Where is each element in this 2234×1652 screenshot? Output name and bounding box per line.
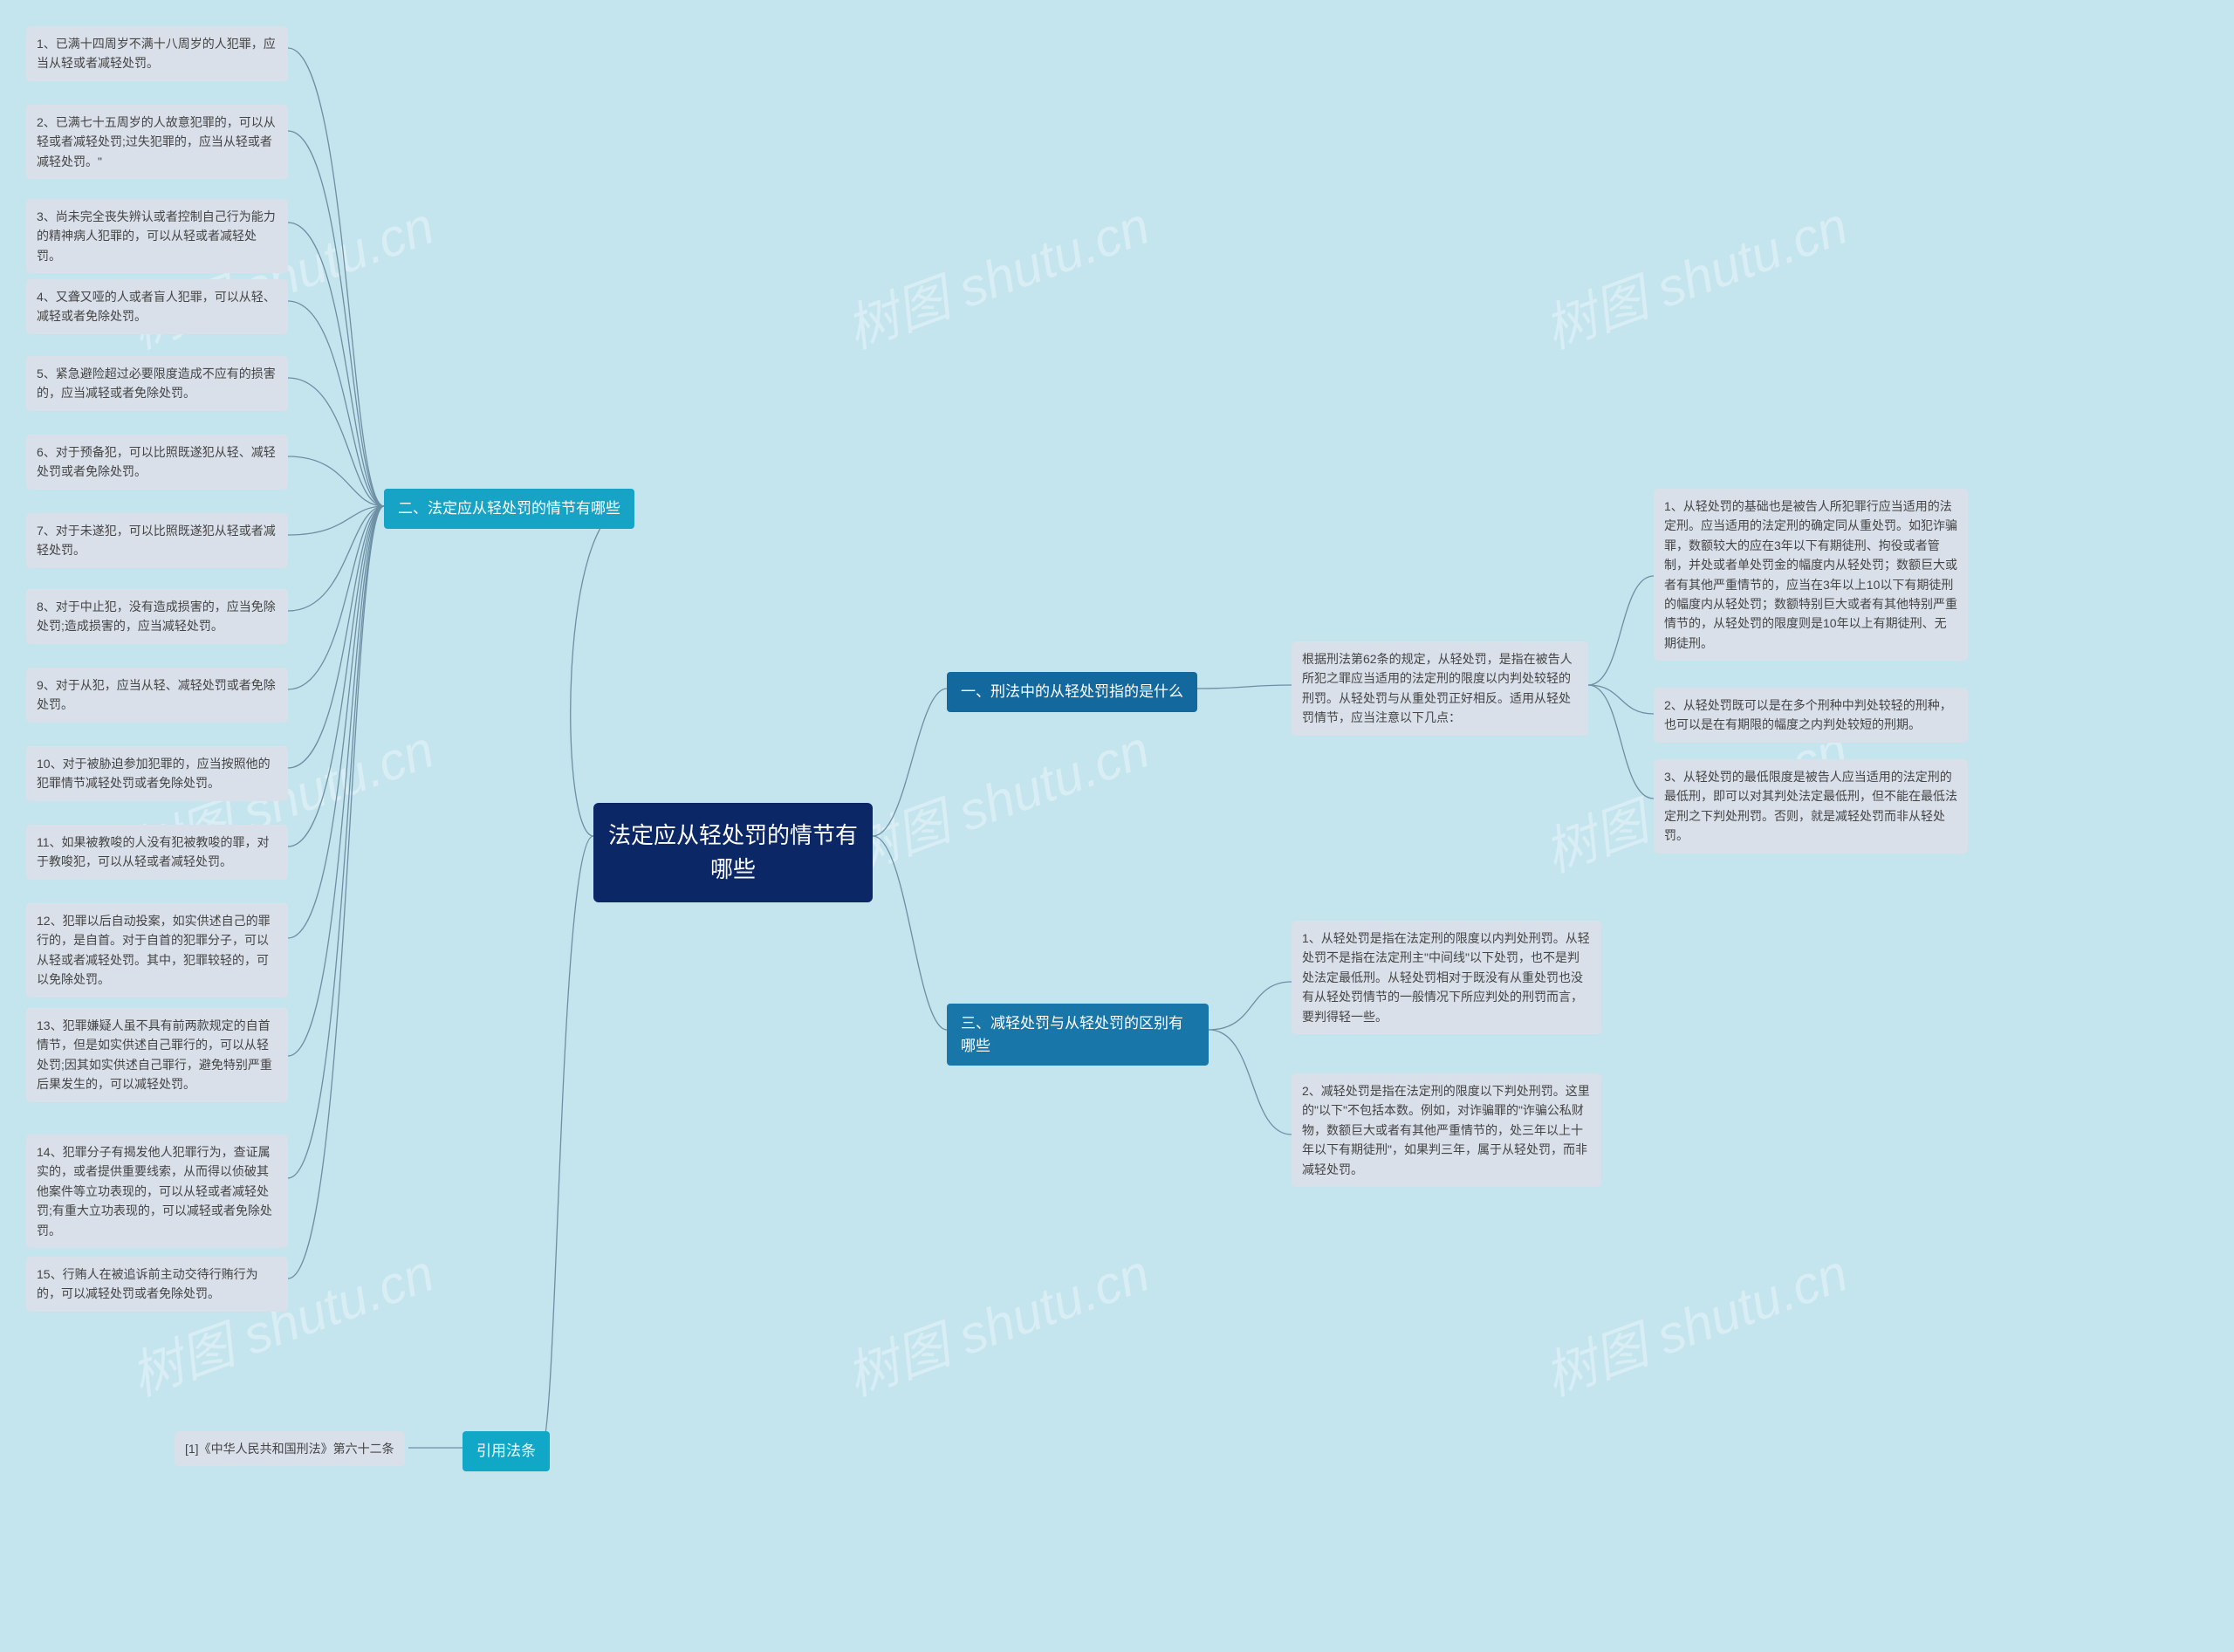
branch-3-leaf[interactable]: 1、从轻处罚是指在法定刑的限度以内判处刑罚。从轻处罚不是指在法定刑主"中间线"以… [1292, 921, 1601, 1034]
branch-2-leaf[interactable]: 10、对于被胁迫参加犯罪的，应当按照他的犯罪情节减轻处罚或者免除处罚。 [26, 746, 288, 801]
branch-4[interactable]: 引用法条 [463, 1431, 550, 1471]
branch-2-leaf[interactable]: 2、已满七十五周岁的人故意犯罪的，可以从轻或者减轻处罚;过失犯罪的，应当从轻或者… [26, 105, 288, 179]
branch-4-leaf[interactable]: [1]《中华人民共和国刑法》第六十二条 [175, 1431, 405, 1466]
branch-2-leaf[interactable]: 15、行贿人在被追诉前主动交待行贿行为的，可以减轻处罚或者免除处罚。 [26, 1257, 288, 1312]
branch-3-leaf[interactable]: 2、减轻处罚是指在法定刑的限度以下判处刑罚。这里的"以下"不包括本数。例如，对诈… [1292, 1073, 1601, 1187]
branch-2-leaf[interactable]: 4、又聋又哑的人或者盲人犯罪，可以从轻、减轻或者免除处罚。 [26, 279, 288, 334]
branch-3[interactable]: 三、减轻处罚与从轻处罚的区别有哪些 [947, 1004, 1209, 1066]
watermark: 树图 shutu.cn [834, 1230, 1158, 1410]
branch-2-leaf[interactable]: 13、犯罪嫌疑人虽不具有前两款规定的自首情节，但是如实供述自己罪行的，可以从轻处… [26, 1008, 288, 1102]
branch-2-leaf[interactable]: 11、如果被教唆的人没有犯被教唆的罪，对于教唆犯，可以从轻或者减轻处罚。 [26, 825, 288, 880]
watermark: 树图 shutu.cn [1532, 183, 1856, 363]
branch-2-leaf[interactable]: 14、犯罪分子有揭发他人犯罪行为，查证属实的，或者提供重要线索，从而得以侦破其他… [26, 1134, 288, 1248]
branch-2-leaf[interactable]: 8、对于中止犯，没有造成损害的，应当免除处罚;造成损害的，应当减轻处罚。 [26, 589, 288, 644]
branch-2-leaf[interactable]: 1、已满十四周岁不满十八周岁的人犯罪，应当从轻或者减轻处罚。 [26, 26, 288, 81]
branch-1-sub[interactable]: 根据刑法第62条的规定，从轻处罚，是指在被告人所犯之罪应当适用的法定刑的限度以内… [1292, 641, 1588, 736]
branch-1-leaf[interactable]: 3、从轻处罚的最低限度是被告人应当适用的法定刑的最低刑，即可以对其判处法定最低刑… [1654, 759, 1968, 853]
branch-2-leaf[interactable]: 9、对于从犯，应当从轻、减轻处罚或者免除处罚。 [26, 668, 288, 723]
branch-1[interactable]: 一、刑法中的从轻处罚指的是什么 [947, 672, 1197, 712]
branch-2-leaf[interactable]: 12、犯罪以后自动投案，如实供述自己的罪行的，是自首。对于自首的犯罪分子，可以从… [26, 903, 288, 997]
branch-2-leaf[interactable]: 5、紧急避险超过必要限度造成不应有的损害的，应当减轻或者免除处罚。 [26, 356, 288, 411]
branch-2-leaf[interactable]: 3、尚未完全丧失辨认或者控制自己行为能力的精神病人犯罪的，可以从轻或者减轻处罚。 [26, 199, 288, 273]
mindmap-root[interactable]: 法定应从轻处罚的情节有哪些 [593, 803, 873, 902]
branch-2[interactable]: 二、法定应从轻处罚的情节有哪些 [384, 489, 634, 529]
branch-2-leaf[interactable]: 7、对于未遂犯，可以比照既遂犯从轻或者减轻处罚。 [26, 513, 288, 568]
branch-1-leaf[interactable]: 2、从轻处罚既可以是在多个刑种中判处较轻的刑种，也可以是在有期限的幅度之内判处较… [1654, 688, 1968, 743]
watermark: 树图 shutu.cn [834, 707, 1158, 887]
branch-2-leaf[interactable]: 6、对于预备犯，可以比照既遂犯从轻、减轻处罚或者免除处罚。 [26, 435, 288, 490]
watermark: 树图 shutu.cn [1532, 1230, 1856, 1410]
branch-1-leaf[interactable]: 1、从轻处罚的基础也是被告人所犯罪行应当适用的法定刑。应当适用的法定刑的确定同从… [1654, 489, 1968, 661]
watermark: 树图 shutu.cn [834, 183, 1158, 363]
